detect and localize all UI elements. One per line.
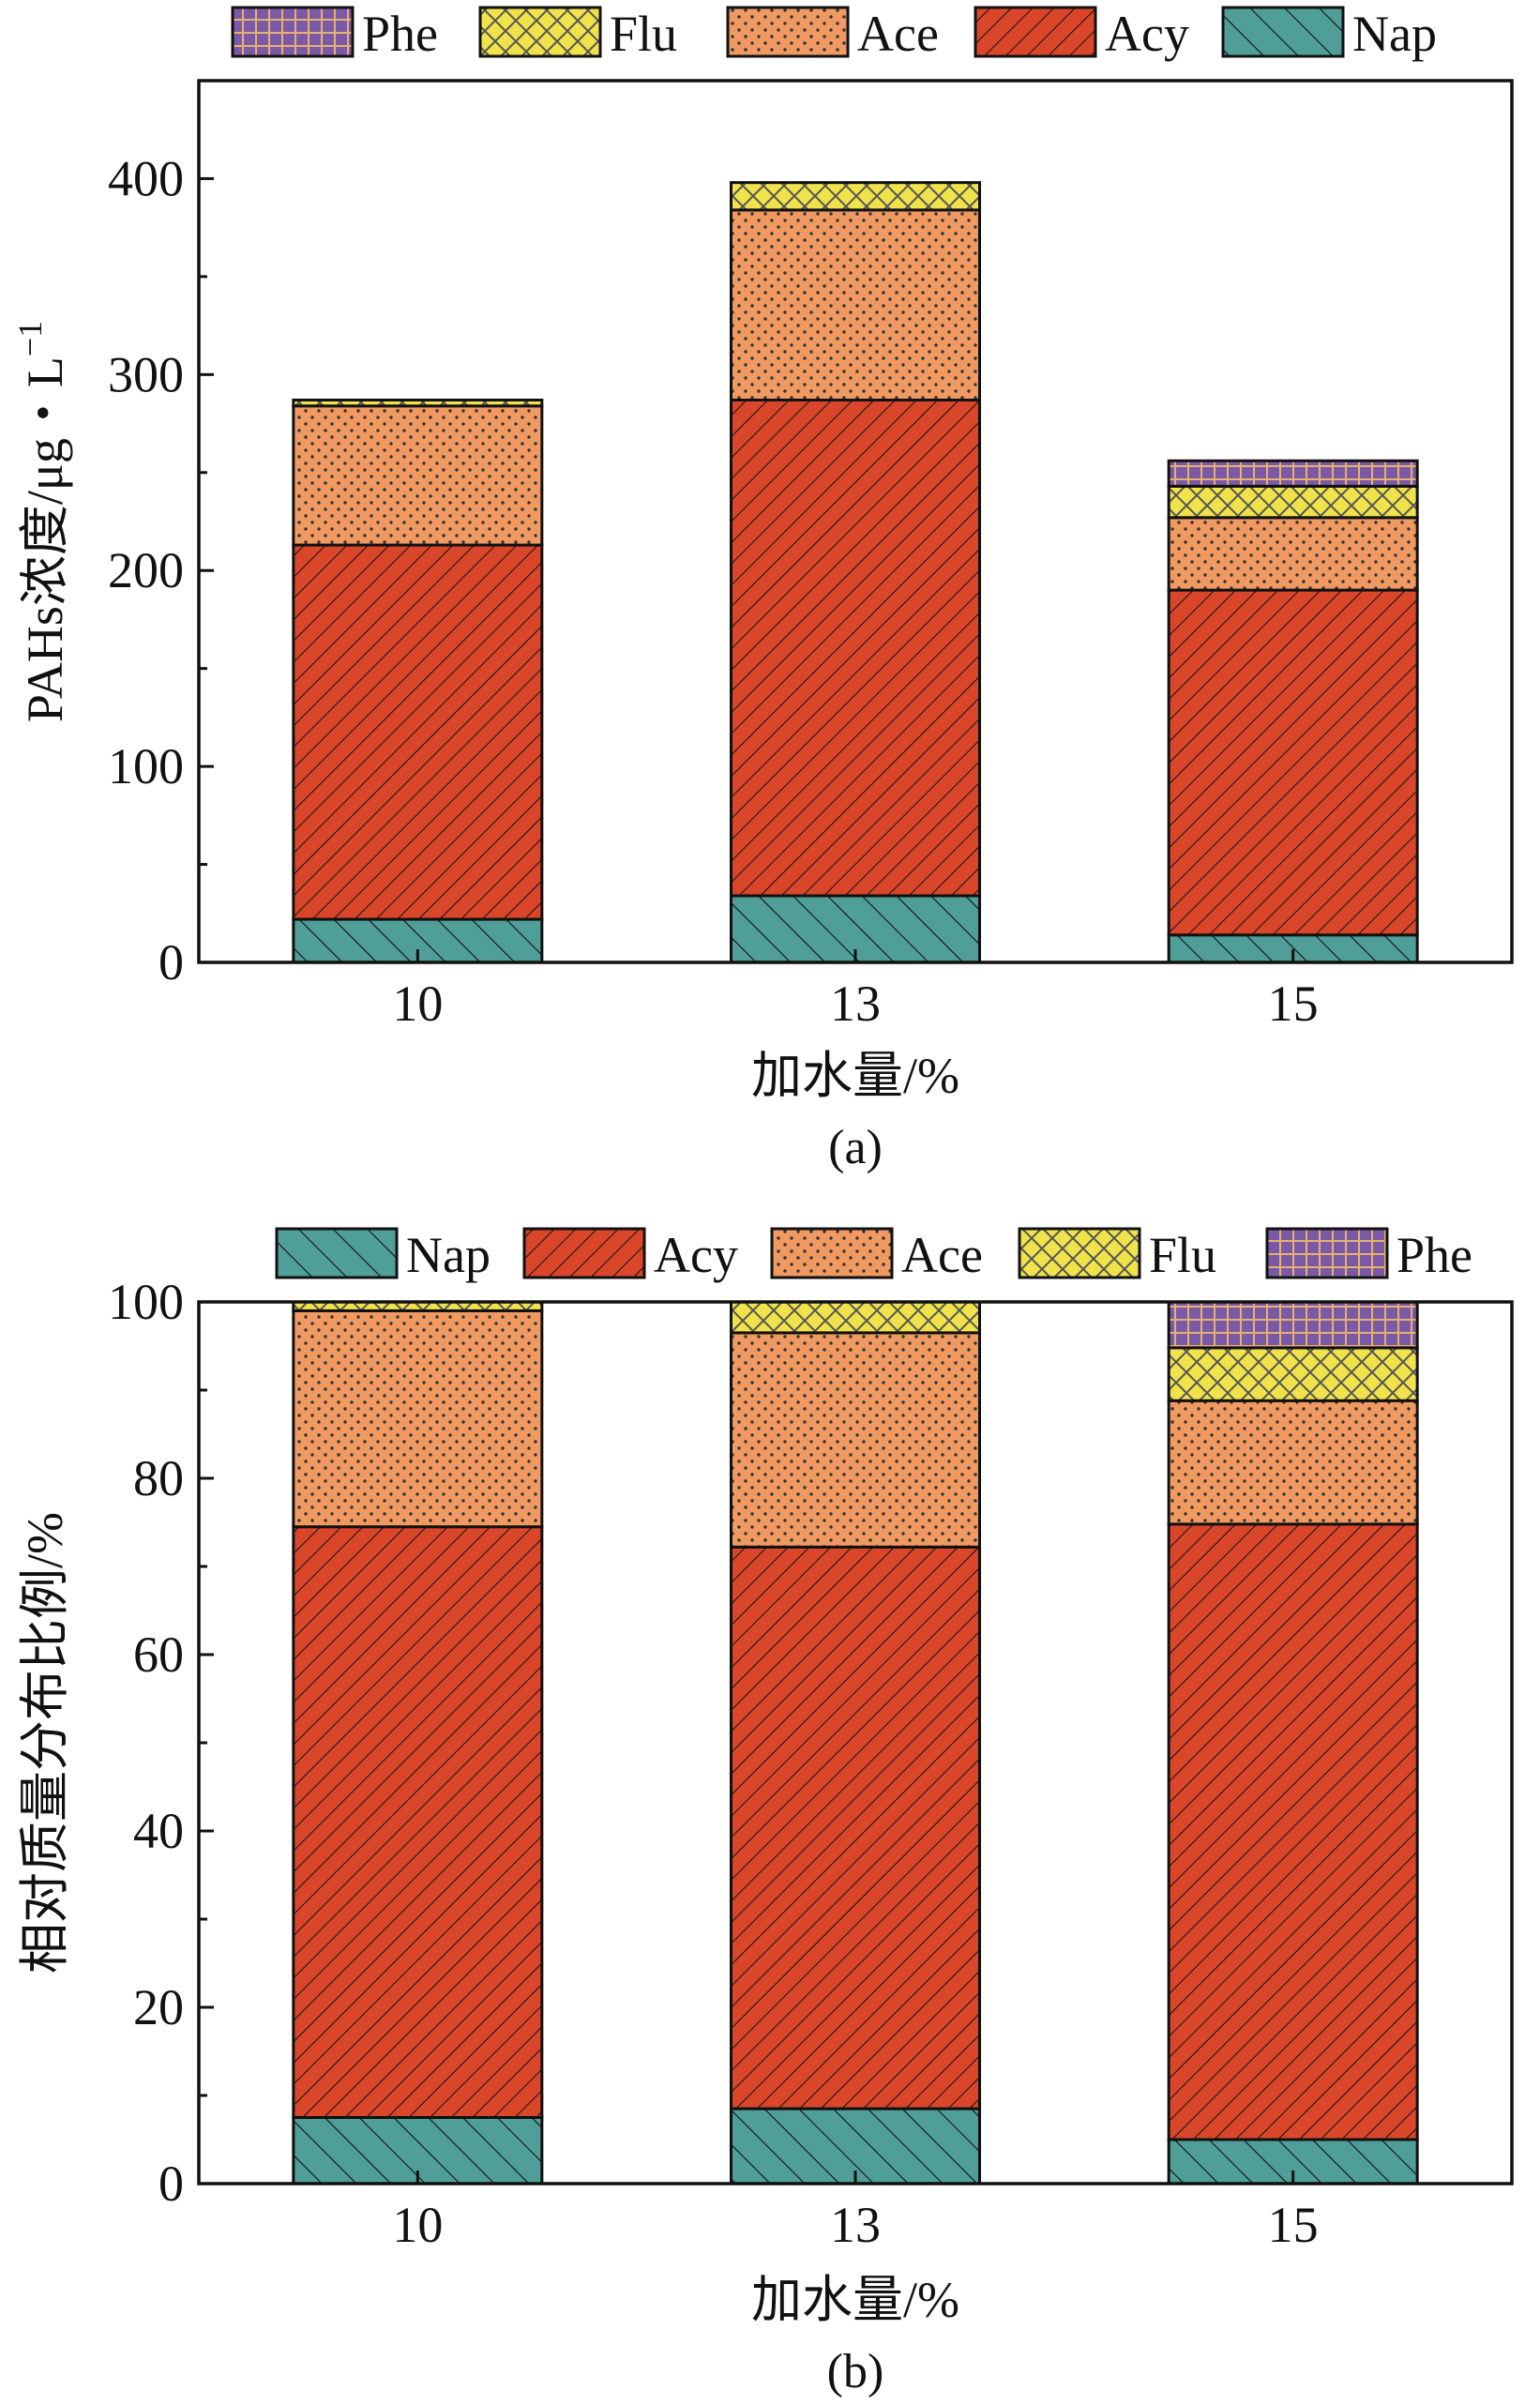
legend-label-b-phe: Phe — [1397, 1227, 1472, 1283]
y-axis-title-a-sup: −1 — [11, 321, 49, 356]
bar-a-15-phe — [1167, 459, 1419, 488]
bar-b-13-acy — [730, 1545, 981, 2110]
panel-b-chart: Nap Acy Ace Flu Phe 10 13 15 0 20 40 60 80 100 加水量/%… — [17, 1227, 1514, 2398]
legend-swatch-a-acy — [974, 6, 1097, 58]
x-tick-label-b-15: 15 — [1268, 2197, 1319, 2253]
y-tick-label-a-200: 200 — [108, 542, 184, 598]
y-axis-title-b: 相对质量分布比例/% — [17, 1512, 73, 1974]
plot-frame-b — [197, 1300, 1514, 2186]
caption-b: (b) — [827, 2345, 884, 2398]
x-tick-label-b-13: 13 — [830, 2197, 881, 2253]
legend-label-a-nap: Nap — [1352, 6, 1437, 62]
bar-b-15-phe — [1167, 1300, 1419, 1350]
x-tick-label-a-13: 13 — [830, 976, 881, 1032]
bar-b-13-flu — [730, 1300, 981, 1335]
y-tick-label-b-20: 20 — [133, 1979, 184, 2035]
bars-a — [292, 181, 1419, 964]
panel-a-chart: Phe Flu Ace Acy Nap 10 13 15 0 100 200 300 400 加水量/… — [11, 6, 1514, 1174]
legend-swatch-b-acy — [522, 1227, 646, 1279]
bar-a-13-acy — [730, 398, 981, 898]
legend-a: Phe Flu Ace Acy Nap — [231, 6, 1437, 62]
bar-b-15-flu — [1167, 1346, 1419, 1402]
legend-label-b-nap: Nap — [406, 1227, 491, 1283]
ticks-b: 10 13 15 0 20 40 60 80 100 — [108, 1274, 1319, 2253]
bar-b-10-acy — [292, 1525, 544, 2119]
legend-swatch-b-ace — [770, 1227, 894, 1279]
legend-swatch-b-flu — [1018, 1227, 1141, 1279]
bar-b-13-ace — [730, 1331, 981, 1549]
legend-swatch-b-nap — [275, 1227, 399, 1279]
y-axis-title-a: PAHs浓度/μg・L−1 — [11, 321, 73, 722]
y-tick-label-a-400: 400 — [108, 150, 184, 206]
bar-a-10-flu — [292, 398, 544, 408]
bar-a-13-flu — [730, 181, 981, 212]
x-axis-title-a: 加水量/% — [751, 1048, 959, 1104]
plot-frame-a — [197, 79, 1514, 964]
y-tick-label-b-100: 100 — [108, 1274, 184, 1330]
bar-a-13-ace — [730, 208, 981, 401]
legend-label-b-flu: Flu — [1149, 1227, 1216, 1283]
x-tick-label-a-15: 15 — [1268, 976, 1319, 1032]
legend-label-b-acy: Acy — [654, 1227, 738, 1283]
bars-b — [292, 1300, 1419, 2186]
y-axis-title-a-main: PAHs浓度/μg・L — [17, 356, 73, 722]
y-tick-label-a-100: 100 — [108, 738, 184, 794]
legend-swatch-a-flu — [478, 6, 602, 58]
legend-label-a-acy: Acy — [1105, 6, 1189, 62]
bar-a-15-ace — [1167, 516, 1419, 592]
x-axis-title-b: 加水量/% — [751, 2272, 959, 2328]
bar-a-15-flu — [1167, 484, 1419, 520]
caption-a: (a) — [828, 1121, 883, 1174]
bar-b-15-acy — [1167, 1522, 1419, 2141]
legend-b: Nap Acy Ace Flu Phe — [275, 1227, 1472, 1283]
legend-label-a-ace: Ace — [857, 6, 939, 62]
x-tick-label-a-10: 10 — [392, 976, 443, 1032]
bar-b-15-ace — [1167, 1399, 1419, 1526]
x-tick-label-b-10: 10 — [392, 2197, 443, 2253]
y-tick-label-a-0: 0 — [159, 934, 184, 991]
y-tick-label-b-60: 60 — [133, 1626, 184, 1683]
bar-a-10-ace — [292, 404, 544, 547]
y-tick-label-b-0: 0 — [159, 2155, 184, 2212]
legend-swatch-b-phe — [1265, 1227, 1389, 1279]
legend-swatch-a-ace — [726, 6, 850, 58]
legend-swatch-a-phe — [231, 6, 355, 58]
y-tick-label-b-40: 40 — [133, 1803, 184, 1859]
legend-swatch-a-nap — [1221, 6, 1345, 58]
y-tick-label-a-300: 300 — [108, 346, 184, 402]
legend-label-a-flu: Flu — [610, 6, 677, 62]
bar-a-10-acy — [292, 543, 544, 921]
bar-a-15-acy — [1167, 588, 1419, 937]
ticks-a: 10 13 15 0 100 200 300 400 — [108, 150, 1319, 1032]
bar-b-10-ace — [292, 1308, 544, 1529]
y-tick-label-b-80: 80 — [133, 1450, 184, 1506]
legend-label-a-phe: Phe — [362, 6, 438, 62]
legend-label-b-ace: Ace — [901, 1227, 983, 1283]
